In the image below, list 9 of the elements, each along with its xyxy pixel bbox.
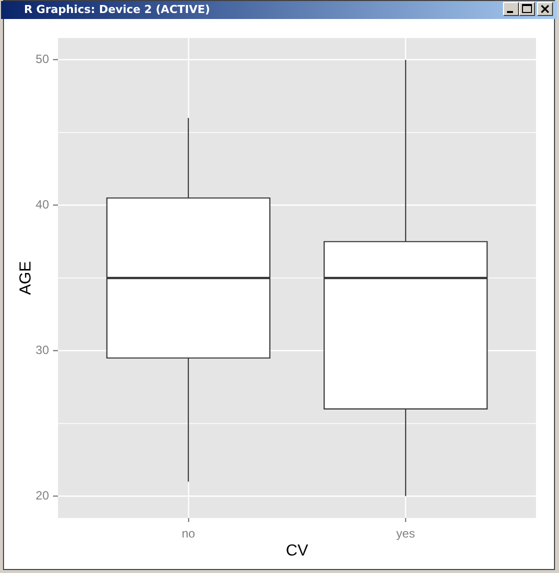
title-bar: R Graphics: Device 2 (ACTIVE) [1,1,557,19]
x-tick-label: no [182,526,196,541]
y-tick-label: 40 [36,198,50,212]
y-tick-label: 30 [36,343,50,358]
y-tick-label: 50 [36,52,50,66]
y-tick-label: 20 [36,488,50,502]
x-tick-label: yes [396,526,415,541]
y-axis-title: AGE [17,261,34,295]
x-axis-title: CV [286,542,308,560]
